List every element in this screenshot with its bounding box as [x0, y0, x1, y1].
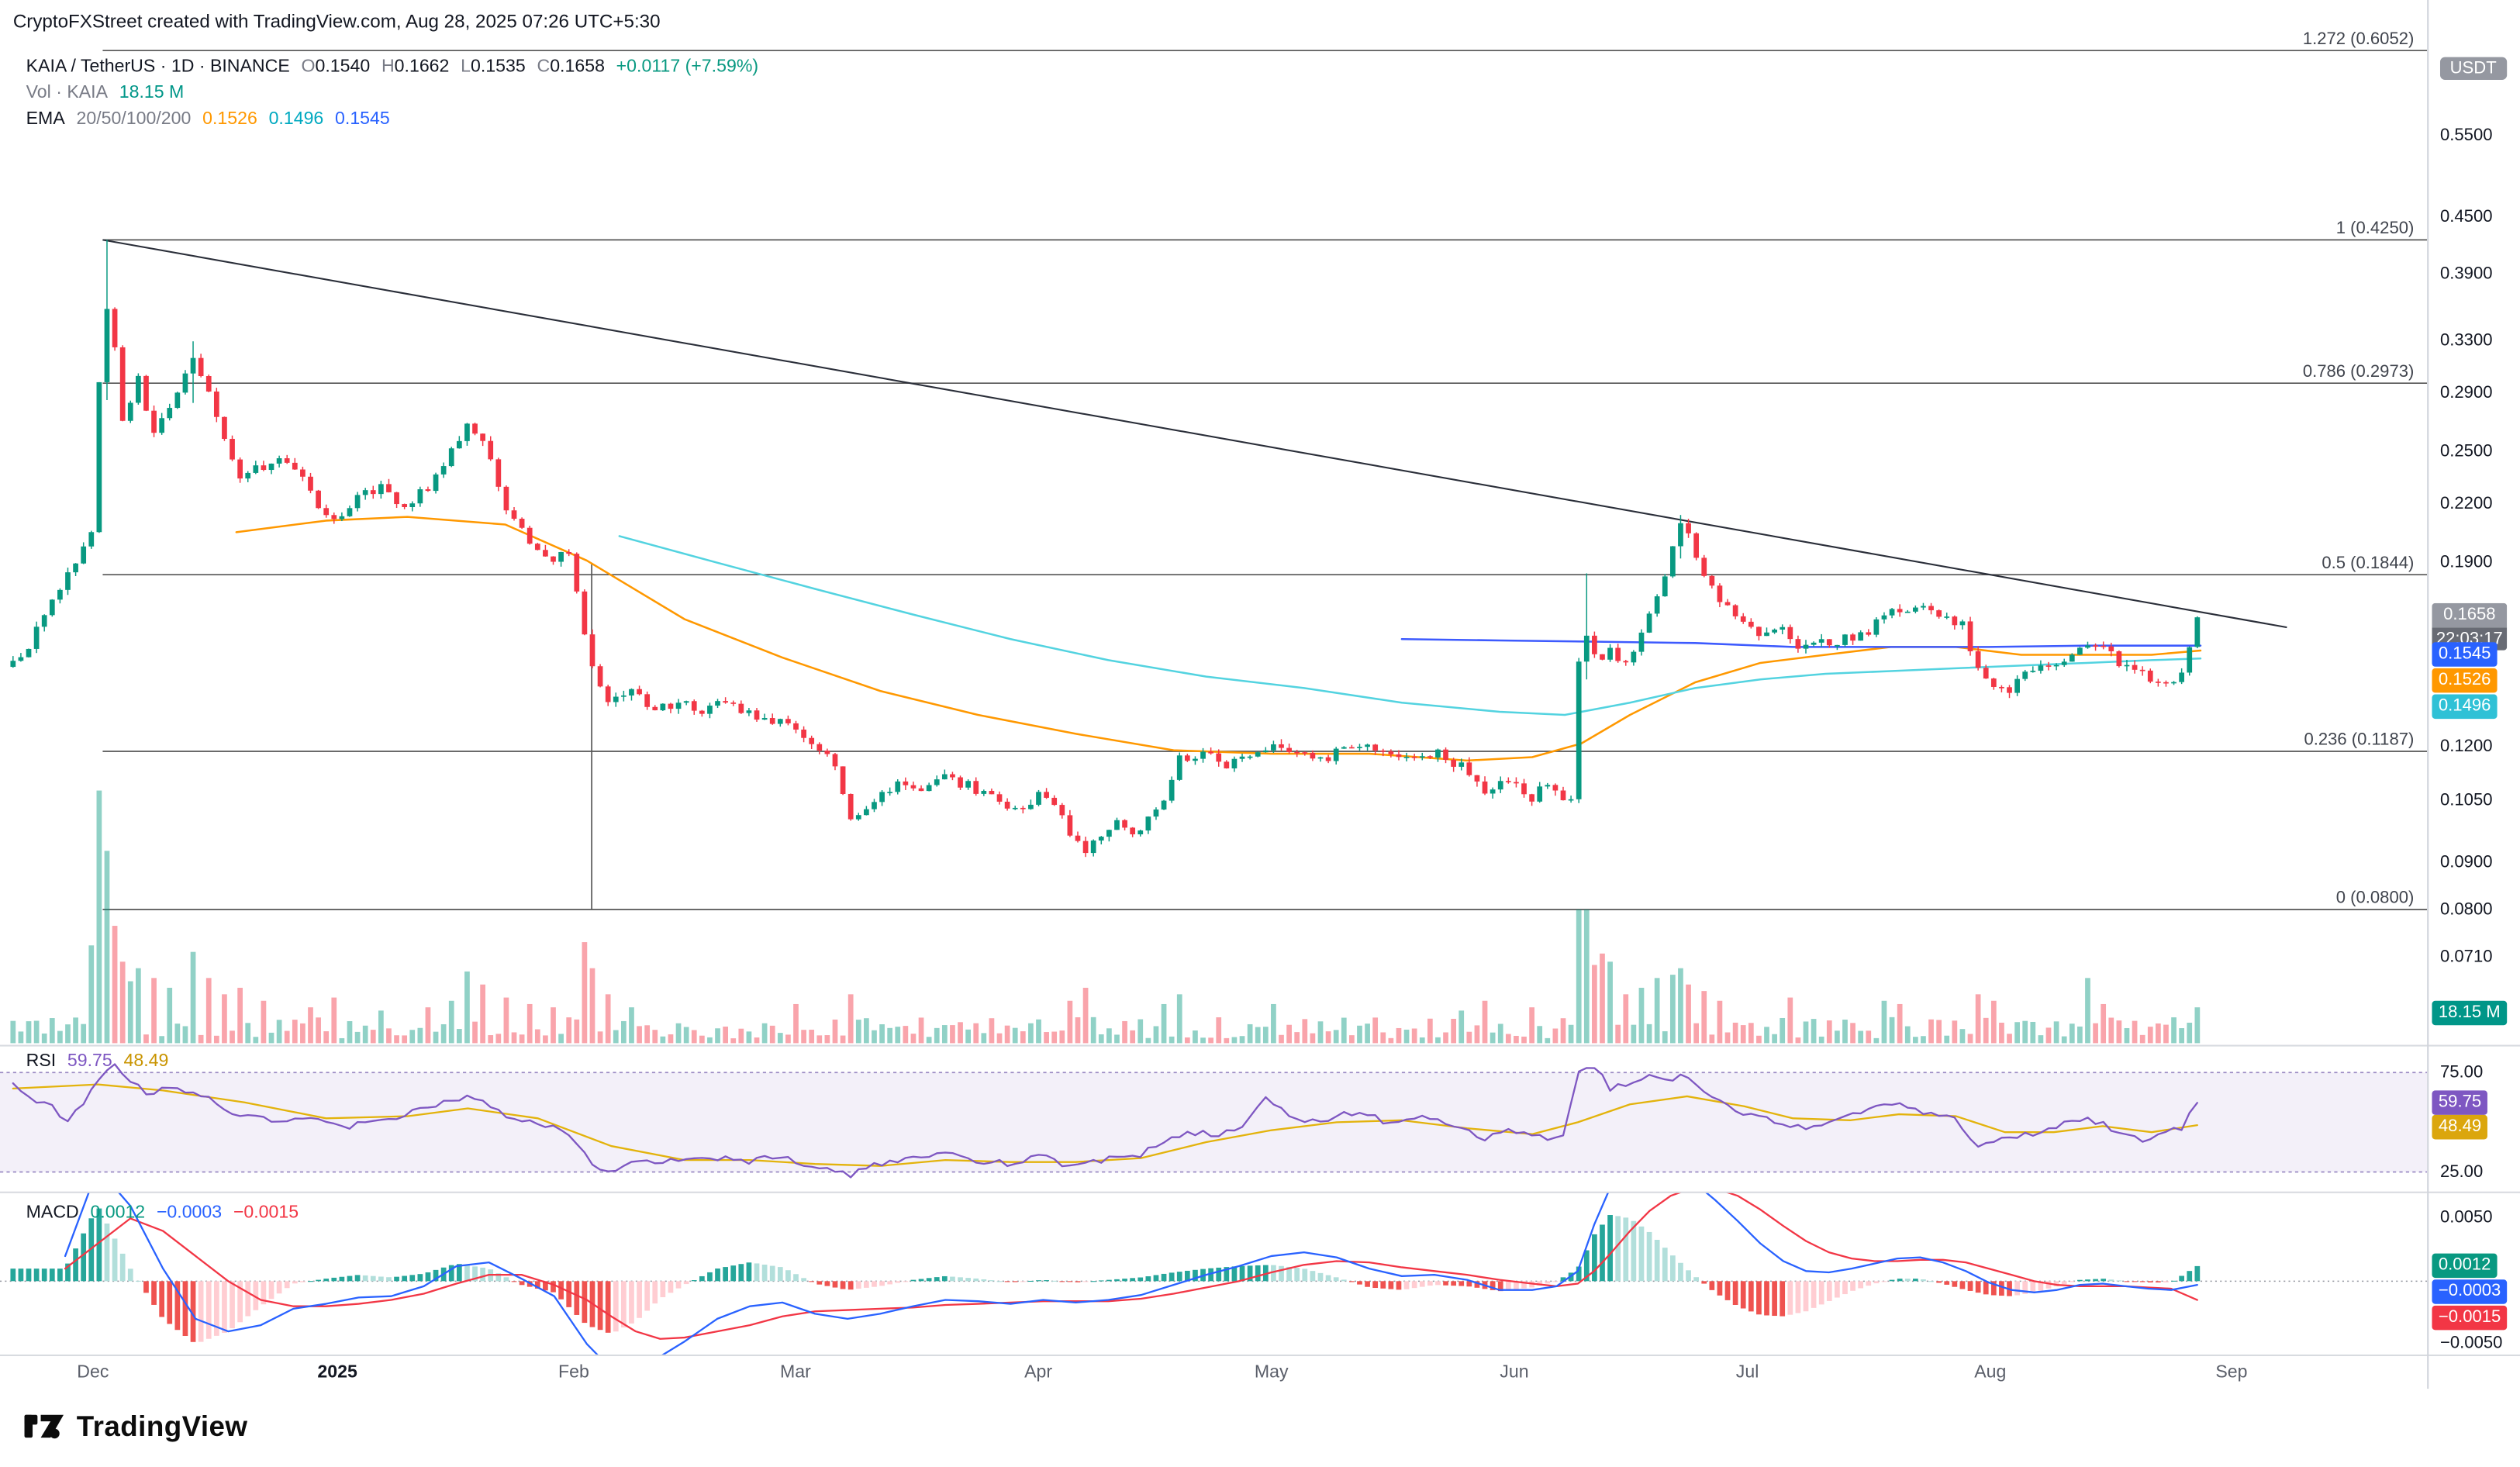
pane-separator-rsi-macd[interactable]: [0, 1191, 2520, 1193]
macd-badge: −0.0003: [2432, 1279, 2508, 1305]
last-price-value: 0.1658: [2432, 602, 2508, 628]
fib-level-label: 0 (0.0800): [2336, 888, 2415, 907]
price-axis[interactable]: USDT 0.1658 22:03:17 0.5500 0.4500 0.3900 0…: [2429, 0, 2520, 1389]
price-tick: 0.1050: [2439, 789, 2493, 809]
rsi-pane: [0, 1063, 2428, 1179]
fib-level-label: 0.786 (0.2973): [2303, 361, 2415, 381]
ema50-line: [618, 535, 2202, 716]
rsi-badge: 48.49: [2432, 1114, 2488, 1139]
open-label: O: [301, 57, 316, 77]
rsi-tick: 75.00: [2439, 1061, 2484, 1082]
fib-level-label: 0.5 (0.1844): [2322, 553, 2414, 572]
tradingview-logo[interactable]: TradingView: [22, 1405, 247, 1448]
low-value: 0.1535: [471, 57, 526, 77]
volume-label[interactable]: Vol · KAIA: [26, 83, 109, 103]
rsi-label[interactable]: RSI: [26, 1051, 57, 1072]
tradingview-logo-icon: [24, 1414, 64, 1439]
change-value: +0.0117 (+7.59%): [616, 57, 759, 77]
price-tick: 0.1900: [2439, 552, 2493, 572]
volume-value: 18.15 M: [119, 83, 185, 103]
candlestick-series: [10, 240, 2201, 858]
price-tick: 0.0800: [2439, 899, 2493, 919]
ema-price-badge: 0.1526: [2432, 668, 2498, 693]
ema50-value: 0.1496: [268, 109, 324, 129]
price-tick: 0.0900: [2439, 851, 2493, 872]
price-tick: 0.3900: [2439, 264, 2493, 284]
volume-series: [10, 790, 2201, 1044]
price-tick: 0.2200: [2439, 493, 2493, 513]
rsi-value: 59.75: [67, 1051, 112, 1072]
price-tick: 0.4500: [2439, 206, 2493, 226]
macd-tick: 0.0050: [2439, 1207, 2493, 1227]
time-axis-label-feb: Feb: [558, 1362, 589, 1382]
price-tick: 0.3300: [2439, 330, 2493, 350]
rsi-ma-value: 48.49: [123, 1051, 169, 1072]
pane-separator-macd-time: [0, 1354, 2520, 1357]
open-value: 0.1540: [315, 57, 371, 77]
time-axis-label-sep: Sep: [2215, 1362, 2248, 1382]
descending-trendline: [102, 239, 2287, 629]
macd-badge: −0.0015: [2432, 1306, 2508, 1331]
macd-badge: 0.0012: [2432, 1254, 2498, 1279]
ema200-line: [1400, 638, 2202, 648]
time-axis-label-mar: Mar: [779, 1362, 811, 1382]
time-axis-label-may: May: [1254, 1362, 1289, 1382]
high-label: H: [381, 57, 395, 77]
rsi-ma-line: [12, 1083, 2198, 1167]
rsi-line: [12, 1063, 2198, 1179]
fib-level-label: 0.236 (0.1187): [2304, 730, 2414, 749]
low-label: L: [461, 57, 471, 77]
time-axis-label-2025: 2025: [317, 1362, 357, 1382]
price-tick: 0.0710: [2439, 947, 2493, 967]
rsi-badge: 59.75: [2432, 1090, 2488, 1116]
ema20-line: [235, 516, 2202, 762]
macd-signal-line: [64, 1192, 2198, 1340]
watermark: CryptoFXStreet created with TradingView.…: [12, 12, 661, 33]
rsi-legend: RSI 59.75 48.49: [26, 1051, 169, 1071]
ema-label[interactable]: EMA: [26, 109, 65, 129]
fib-level-label: 1.272 (0.6052): [2303, 29, 2415, 48]
time-axis-label-jul: Jul: [1735, 1362, 1759, 1382]
macd-legend: MACD 0.0012 −0.0003 −0.0015: [26, 1203, 299, 1222]
volume-badge: 18.15 M: [2432, 999, 2508, 1025]
symbol-title[interactable]: KAIA / TetherUS · 1D · BINANCE: [26, 57, 290, 77]
ema200-value: 0.1545: [335, 109, 390, 129]
rsi-tick: 25.00: [2439, 1161, 2484, 1182]
macd-tick: −0.0050: [2439, 1333, 2503, 1353]
volume-legend: Vol · KAIA 18.15 M: [26, 83, 185, 102]
high-value: 0.1662: [394, 57, 450, 77]
currency-label: USDT: [2439, 57, 2507, 81]
price-axis-separator: [2427, 0, 2429, 1389]
time-axis-label-jun: Jun: [1500, 1362, 1529, 1382]
pane-separator-volume-rsi[interactable]: [0, 1044, 2520, 1047]
macd-line-value: −0.0003: [156, 1203, 223, 1223]
time-axis[interactable]: Dec 2025 Feb Mar Apr May Jun Jul Aug Sep: [0, 1359, 2427, 1387]
chart-canvas[interactable]: 1.272 (0.6052) 1 (0.4250) 0.786 (0.2973) 0.…: [0, 0, 2428, 1389]
tradingview-logo-text: TradingView: [76, 1409, 248, 1442]
price-tick: 0.2500: [2439, 442, 2493, 462]
macd-line: [64, 1192, 2198, 1355]
macd-label[interactable]: MACD: [26, 1203, 79, 1223]
time-axis-label-apr: Apr: [1024, 1362, 1053, 1382]
ema-params: 20/50/100/200: [76, 109, 192, 129]
macd-hist-value: 0.0012: [90, 1203, 146, 1223]
time-axis-label-aug: Aug: [1974, 1362, 2007, 1382]
price-tick: 0.5500: [2439, 126, 2493, 146]
price-tick: 0.2900: [2439, 382, 2493, 402]
fib-level-label: 1 (0.4250): [2336, 218, 2415, 237]
symbol-legend: KAIA / TetherUS · 1D · BINANCE O0.1540 H…: [26, 57, 758, 77]
ema20-value: 0.1526: [202, 109, 257, 129]
time-axis-label-dec: Dec: [77, 1362, 109, 1382]
ema-legend: EMA 20/50/100/200 0.1526 0.1496 0.1545: [26, 109, 390, 129]
macd-pane: [0, 1192, 2428, 1355]
ema-price-badge: 0.1545: [2432, 642, 2498, 668]
price-tick: 0.1200: [2439, 736, 2493, 756]
macd-signal-value: −0.0015: [233, 1203, 299, 1223]
ema-price-badge: 0.1496: [2432, 694, 2498, 720]
close-label: C: [537, 57, 551, 77]
price-pane: 1.272 (0.6052) 1 (0.4250) 0.786 (0.2973) 0.…: [102, 29, 2428, 910]
close-value: 0.1658: [550, 57, 605, 77]
